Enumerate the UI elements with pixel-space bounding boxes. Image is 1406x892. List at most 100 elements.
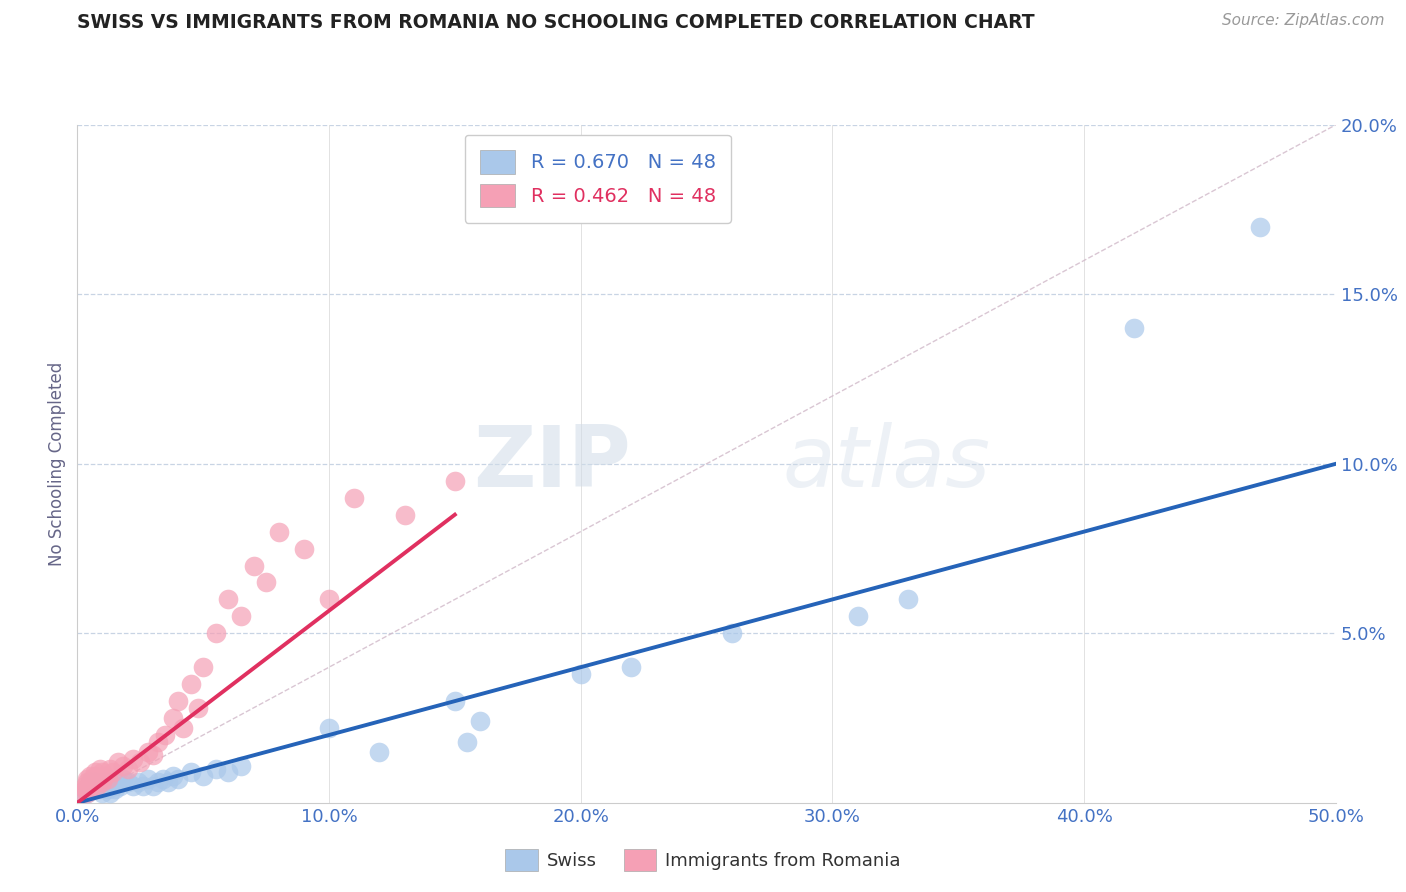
- Point: [108, 779, 131, 793]
- Text: SWISS VS IMMIGRANTS FROM ROMANIA NO SCHOOLING COMPLETED CORRELATION CHART: SWISS VS IMMIGRANTS FROM ROMANIA NO SCHO…: [77, 13, 1035, 32]
- Point: [720, 626, 742, 640]
- Point: [73, 782, 96, 797]
- Point: [111, 758, 134, 772]
- Point: [187, 701, 209, 715]
- Point: [96, 782, 118, 797]
- Point: [98, 762, 121, 776]
- Point: [89, 772, 111, 786]
- Point: [82, 779, 104, 793]
- Point: [229, 609, 252, 624]
- Point: [191, 769, 215, 783]
- Point: [91, 775, 114, 789]
- Point: [267, 524, 290, 539]
- Point: [104, 782, 127, 797]
- Point: [82, 779, 104, 793]
- Point: [94, 769, 117, 783]
- Point: [94, 775, 117, 789]
- Point: [107, 755, 129, 769]
- Point: [180, 677, 202, 691]
- Point: [86, 779, 108, 793]
- Point: [897, 592, 920, 607]
- Point: [217, 592, 239, 607]
- Point: [318, 721, 340, 735]
- Point: [121, 779, 143, 793]
- Point: [107, 775, 129, 789]
- Point: [146, 775, 169, 789]
- Point: [204, 626, 226, 640]
- Point: [91, 779, 114, 793]
- Point: [72, 786, 94, 800]
- Point: [167, 772, 190, 786]
- Point: [1123, 321, 1146, 335]
- Point: [191, 660, 215, 674]
- Point: [146, 735, 169, 749]
- Point: [444, 474, 467, 488]
- Point: [162, 711, 184, 725]
- Point: [82, 772, 104, 786]
- Point: [136, 745, 159, 759]
- Point: [117, 775, 139, 789]
- Point: [1249, 219, 1271, 234]
- Point: [254, 575, 277, 590]
- Point: [84, 782, 107, 797]
- Point: [117, 762, 139, 776]
- Point: [444, 694, 467, 708]
- Point: [73, 779, 96, 793]
- Legend: Swiss, Immigrants from Romania: Swiss, Immigrants from Romania: [498, 842, 908, 879]
- Point: [76, 786, 98, 800]
- Point: [242, 558, 264, 573]
- Point: [76, 775, 98, 789]
- Point: [152, 772, 174, 786]
- Point: [84, 769, 107, 783]
- Point: [89, 762, 111, 776]
- Point: [343, 491, 366, 505]
- Point: [167, 694, 190, 708]
- Point: [229, 758, 252, 772]
- Point: [91, 765, 114, 780]
- Point: [394, 508, 416, 522]
- Point: [172, 721, 194, 735]
- Point: [468, 714, 491, 729]
- Point: [72, 786, 94, 800]
- Point: [91, 786, 114, 800]
- Point: [368, 745, 391, 759]
- Point: [846, 609, 869, 624]
- Point: [79, 782, 101, 797]
- Point: [217, 765, 239, 780]
- Point: [79, 769, 101, 783]
- Y-axis label: No Schooling Completed: No Schooling Completed: [48, 362, 66, 566]
- Point: [89, 782, 111, 797]
- Point: [76, 772, 98, 786]
- Point: [142, 748, 165, 763]
- Point: [84, 775, 107, 789]
- Text: ZIP: ZIP: [474, 422, 631, 506]
- Point: [73, 782, 96, 797]
- Point: [76, 786, 98, 800]
- Point: [79, 775, 101, 789]
- Point: [162, 769, 184, 783]
- Point: [84, 765, 107, 780]
- Point: [96, 772, 118, 786]
- Point: [620, 660, 643, 674]
- Point: [86, 779, 108, 793]
- Point: [180, 765, 202, 780]
- Point: [101, 779, 124, 793]
- Point: [132, 779, 155, 793]
- Point: [129, 755, 152, 769]
- Point: [136, 772, 159, 786]
- Legend: R = 0.670   N = 48, R = 0.462   N = 48: R = 0.670 N = 48, R = 0.462 N = 48: [464, 135, 731, 223]
- Point: [121, 752, 143, 766]
- Point: [142, 779, 165, 793]
- Point: [98, 786, 121, 800]
- Point: [84, 775, 107, 789]
- Point: [111, 772, 134, 786]
- Point: [155, 728, 177, 742]
- Point: [79, 779, 101, 793]
- Point: [156, 775, 179, 789]
- Point: [456, 735, 478, 749]
- Point: [292, 541, 315, 556]
- Point: [127, 775, 149, 789]
- Point: [318, 592, 340, 607]
- Point: [101, 765, 124, 780]
- Point: [569, 667, 592, 681]
